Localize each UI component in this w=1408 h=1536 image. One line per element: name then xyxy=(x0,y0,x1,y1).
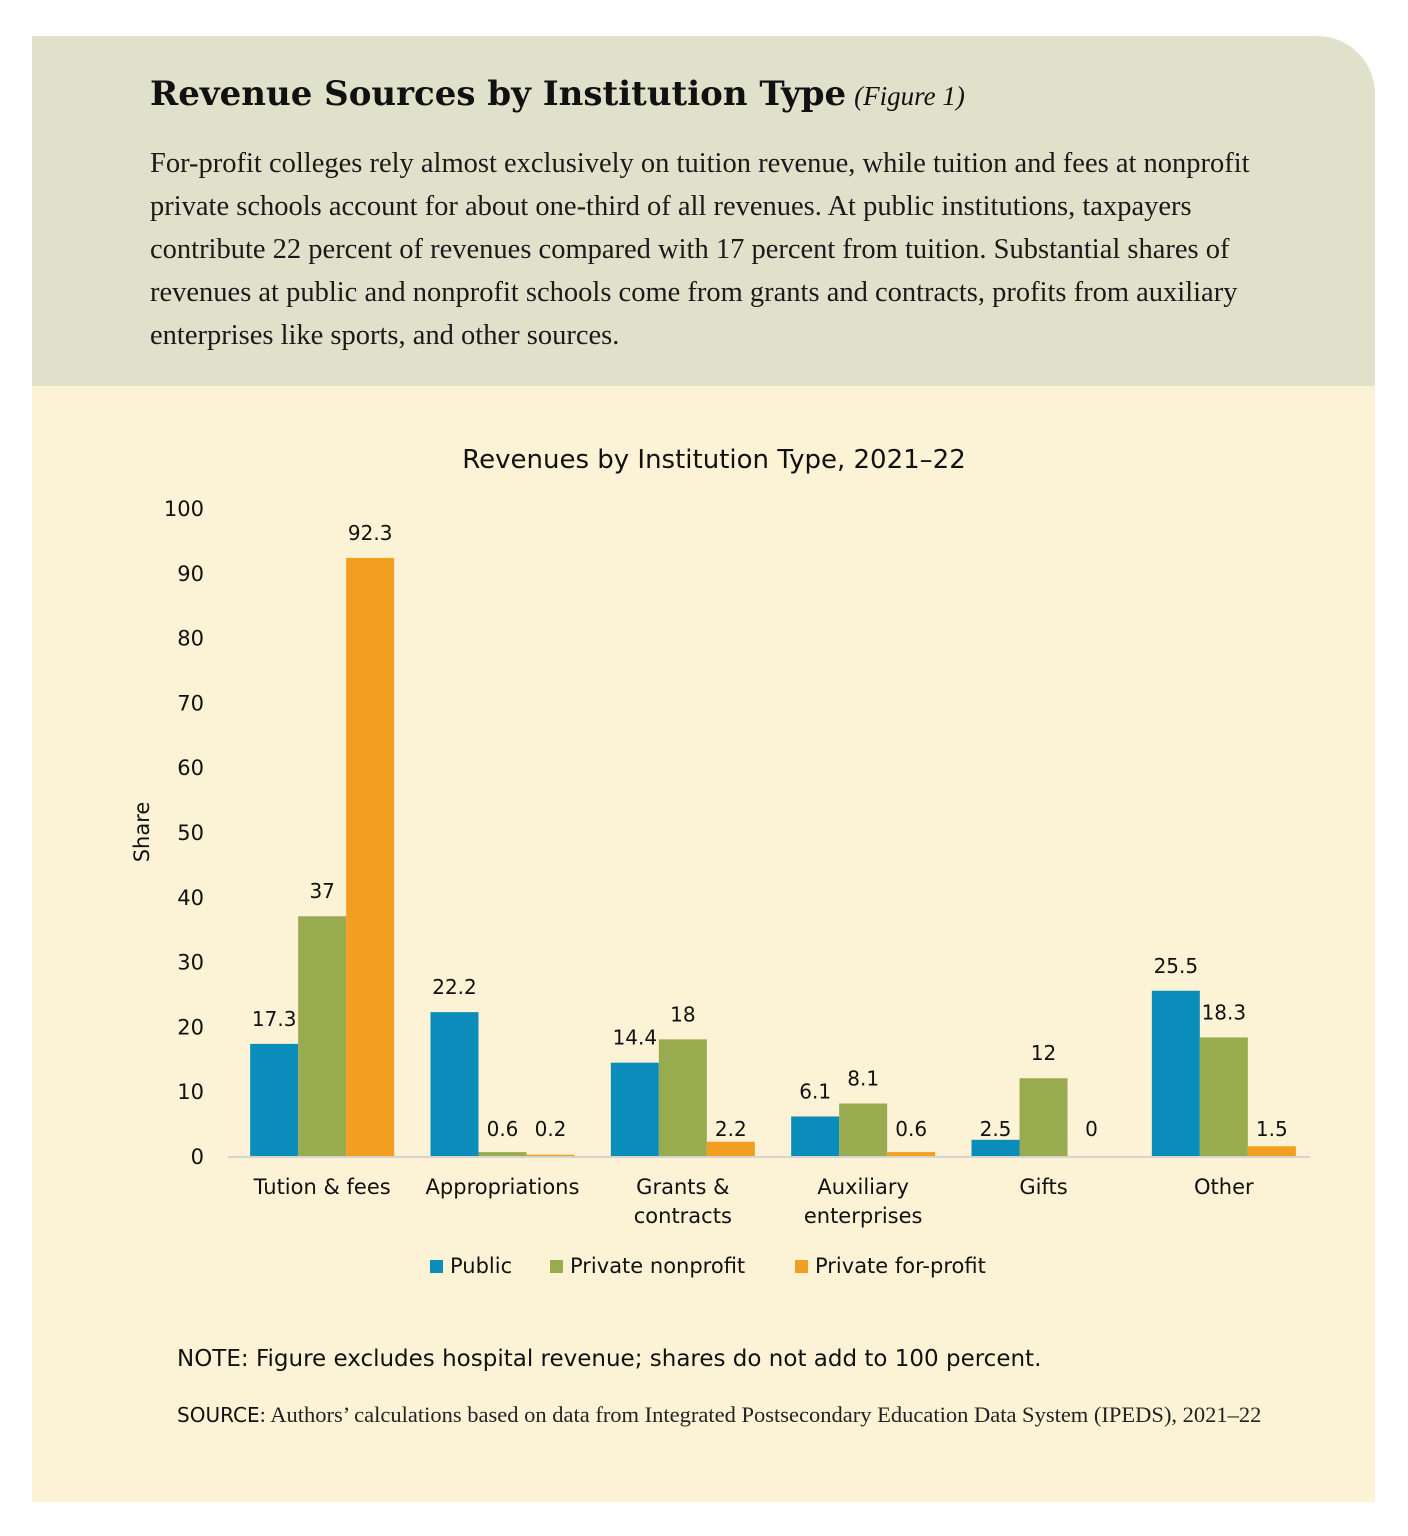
bar-private-for-profit xyxy=(526,1154,575,1156)
bar-private-nonprofit xyxy=(658,1039,707,1156)
legend-label: Private for-profit xyxy=(815,1254,986,1278)
bar-private-for-profit xyxy=(1247,1146,1296,1156)
x-tick-label: Grants & xyxy=(636,1175,729,1199)
y-tick-label: 70 xyxy=(177,691,204,715)
bar-private-nonprofit xyxy=(1019,1078,1068,1156)
chart-title: Revenues by Institution Type, 2021–22 xyxy=(462,445,966,475)
x-tick-label: Auxiliary xyxy=(817,1175,909,1199)
bar-public xyxy=(250,1043,299,1156)
x-tick-label: Appropriations xyxy=(426,1175,580,1199)
bar-public xyxy=(1151,990,1200,1156)
data-label: 0.6 xyxy=(895,1117,927,1141)
figure-title: Revenue Sources by Institution Type xyxy=(150,74,847,114)
y-tick-label: 0 xyxy=(191,1145,204,1169)
data-label: 1.5 xyxy=(1256,1117,1288,1141)
legend-label: Private nonprofit xyxy=(570,1254,745,1278)
source-body: : Authors’ calculations based on data fr… xyxy=(259,1402,1262,1427)
data-label: 14.4 xyxy=(613,1026,658,1050)
bar-private-nonprofit xyxy=(478,1152,527,1156)
legend-swatch xyxy=(795,1260,808,1273)
data-label: 6.1 xyxy=(799,1079,831,1103)
data-label: 17.3 xyxy=(252,1007,297,1031)
legend-swatch xyxy=(550,1260,563,1273)
data-label: 25.5 xyxy=(1154,954,1199,978)
bar-private-for-profit xyxy=(887,1152,936,1156)
bar-private-for-profit xyxy=(346,557,395,1156)
y-tick-label: 100 xyxy=(164,497,204,521)
y-axis-label: Share xyxy=(130,802,154,863)
data-label: 8.1 xyxy=(847,1067,879,1091)
data-label: 37 xyxy=(309,879,334,903)
data-label: 2.5 xyxy=(980,1117,1012,1141)
figure-card: Revenue Sources by Institution Type (Figu… xyxy=(32,36,1375,1502)
y-tick-label: 60 xyxy=(177,756,204,780)
figure-description: For-profit colleges rely almost exclusiv… xyxy=(150,148,1250,351)
title-row: Revenue Sources by Institution Type (Figu… xyxy=(150,74,965,114)
bar-private-nonprofit xyxy=(298,916,347,1156)
y-tick-label: 10 xyxy=(177,1080,204,1104)
legend-label: Public xyxy=(450,1254,512,1278)
x-tick-label: Other xyxy=(1194,1175,1254,1199)
data-label: 92.3 xyxy=(348,521,393,545)
x-tick-label: enterprises xyxy=(804,1204,923,1228)
note-text: NOTE: Figure excludes hospital revenue; … xyxy=(177,1346,1042,1372)
figure-header: Revenue Sources by Institution Type (Figu… xyxy=(32,36,1375,386)
bar-public xyxy=(610,1062,659,1156)
data-label: 18.3 xyxy=(1202,1000,1247,1024)
x-tick-label: Tution & fees xyxy=(253,1175,391,1199)
data-label: 0 xyxy=(1085,1117,1098,1141)
y-tick-label: 90 xyxy=(177,562,204,586)
y-tick-label: 30 xyxy=(177,951,204,975)
data-label: 22.2 xyxy=(432,975,477,999)
data-label: 12 xyxy=(1031,1041,1056,1065)
figure-reference: (Figure 1) xyxy=(854,81,965,111)
data-label: 0.2 xyxy=(535,1117,567,1141)
data-label: 0.6 xyxy=(487,1117,519,1141)
legend-swatch xyxy=(430,1260,443,1273)
y-tick-label: 40 xyxy=(177,886,204,910)
source-label: SOURCE xyxy=(177,1403,260,1427)
y-tick-label: 20 xyxy=(177,1015,204,1039)
bar-chart: Revenues by Institution Type, 2021–22 Sha… xyxy=(130,445,1310,1278)
x-tick-label: contracts xyxy=(634,1204,732,1228)
source-text: SOURCE: Authors’ calculations based on d… xyxy=(177,1398,1297,1432)
data-label: 2.2 xyxy=(715,1117,747,1141)
bar-public xyxy=(971,1139,1020,1156)
bar-private-for-profit xyxy=(706,1141,755,1156)
data-label: 18 xyxy=(670,1002,695,1026)
x-tick-label: Gifts xyxy=(1019,1175,1067,1199)
bar-private-nonprofit xyxy=(1199,1037,1248,1156)
y-tick-label: 50 xyxy=(177,821,204,845)
bar-public xyxy=(430,1012,479,1156)
y-tick-label: 80 xyxy=(177,627,204,651)
bar-private-nonprofit xyxy=(839,1103,888,1156)
bar-public xyxy=(791,1116,840,1156)
